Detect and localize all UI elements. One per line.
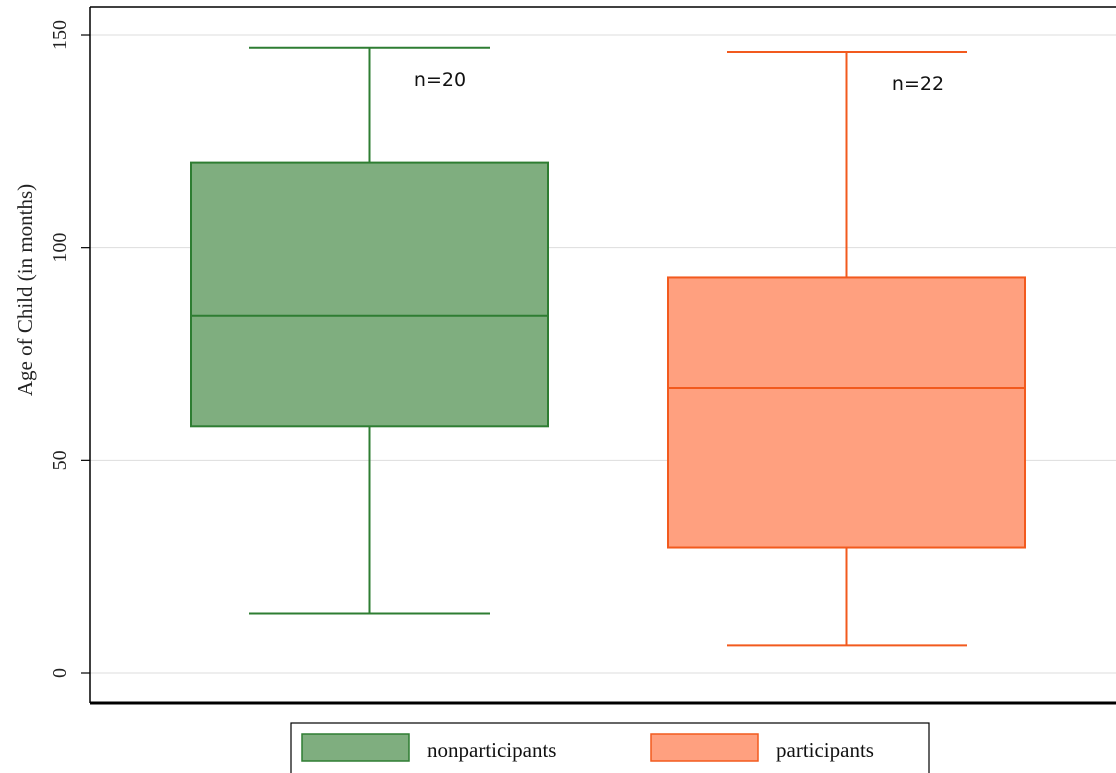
- axes: [89, 6, 1116, 705]
- sample-size-label: n=20: [414, 69, 466, 91]
- legend-swatch-nonparticipants: [301, 733, 410, 762]
- box-nonparticipants: n=20: [190, 46, 549, 615]
- iqr-box: [667, 276, 1026, 549]
- sample-size-label: n=22: [892, 73, 944, 95]
- y-tick-labels: 0 50 100 150: [49, 20, 90, 678]
- box-participants: n=22: [667, 51, 1026, 647]
- y-tick-label-0: 0: [49, 668, 71, 678]
- iqr-box: [190, 161, 549, 428]
- legend: nonparticipants participants: [290, 722, 930, 773]
- legend-swatch-participants: [650, 733, 759, 762]
- y-tick-label-150: 150: [49, 20, 71, 50]
- y-tick-label-50: 50: [49, 450, 71, 470]
- legend-label-nonparticipants: nonparticipants: [427, 738, 556, 762]
- y-axis-title: Age of Child (in months): [13, 184, 37, 396]
- y-tick-label-100: 100: [49, 233, 71, 263]
- legend-label-participants: participants: [776, 738, 874, 762]
- box-series: n=20 n=22: [190, 46, 1026, 647]
